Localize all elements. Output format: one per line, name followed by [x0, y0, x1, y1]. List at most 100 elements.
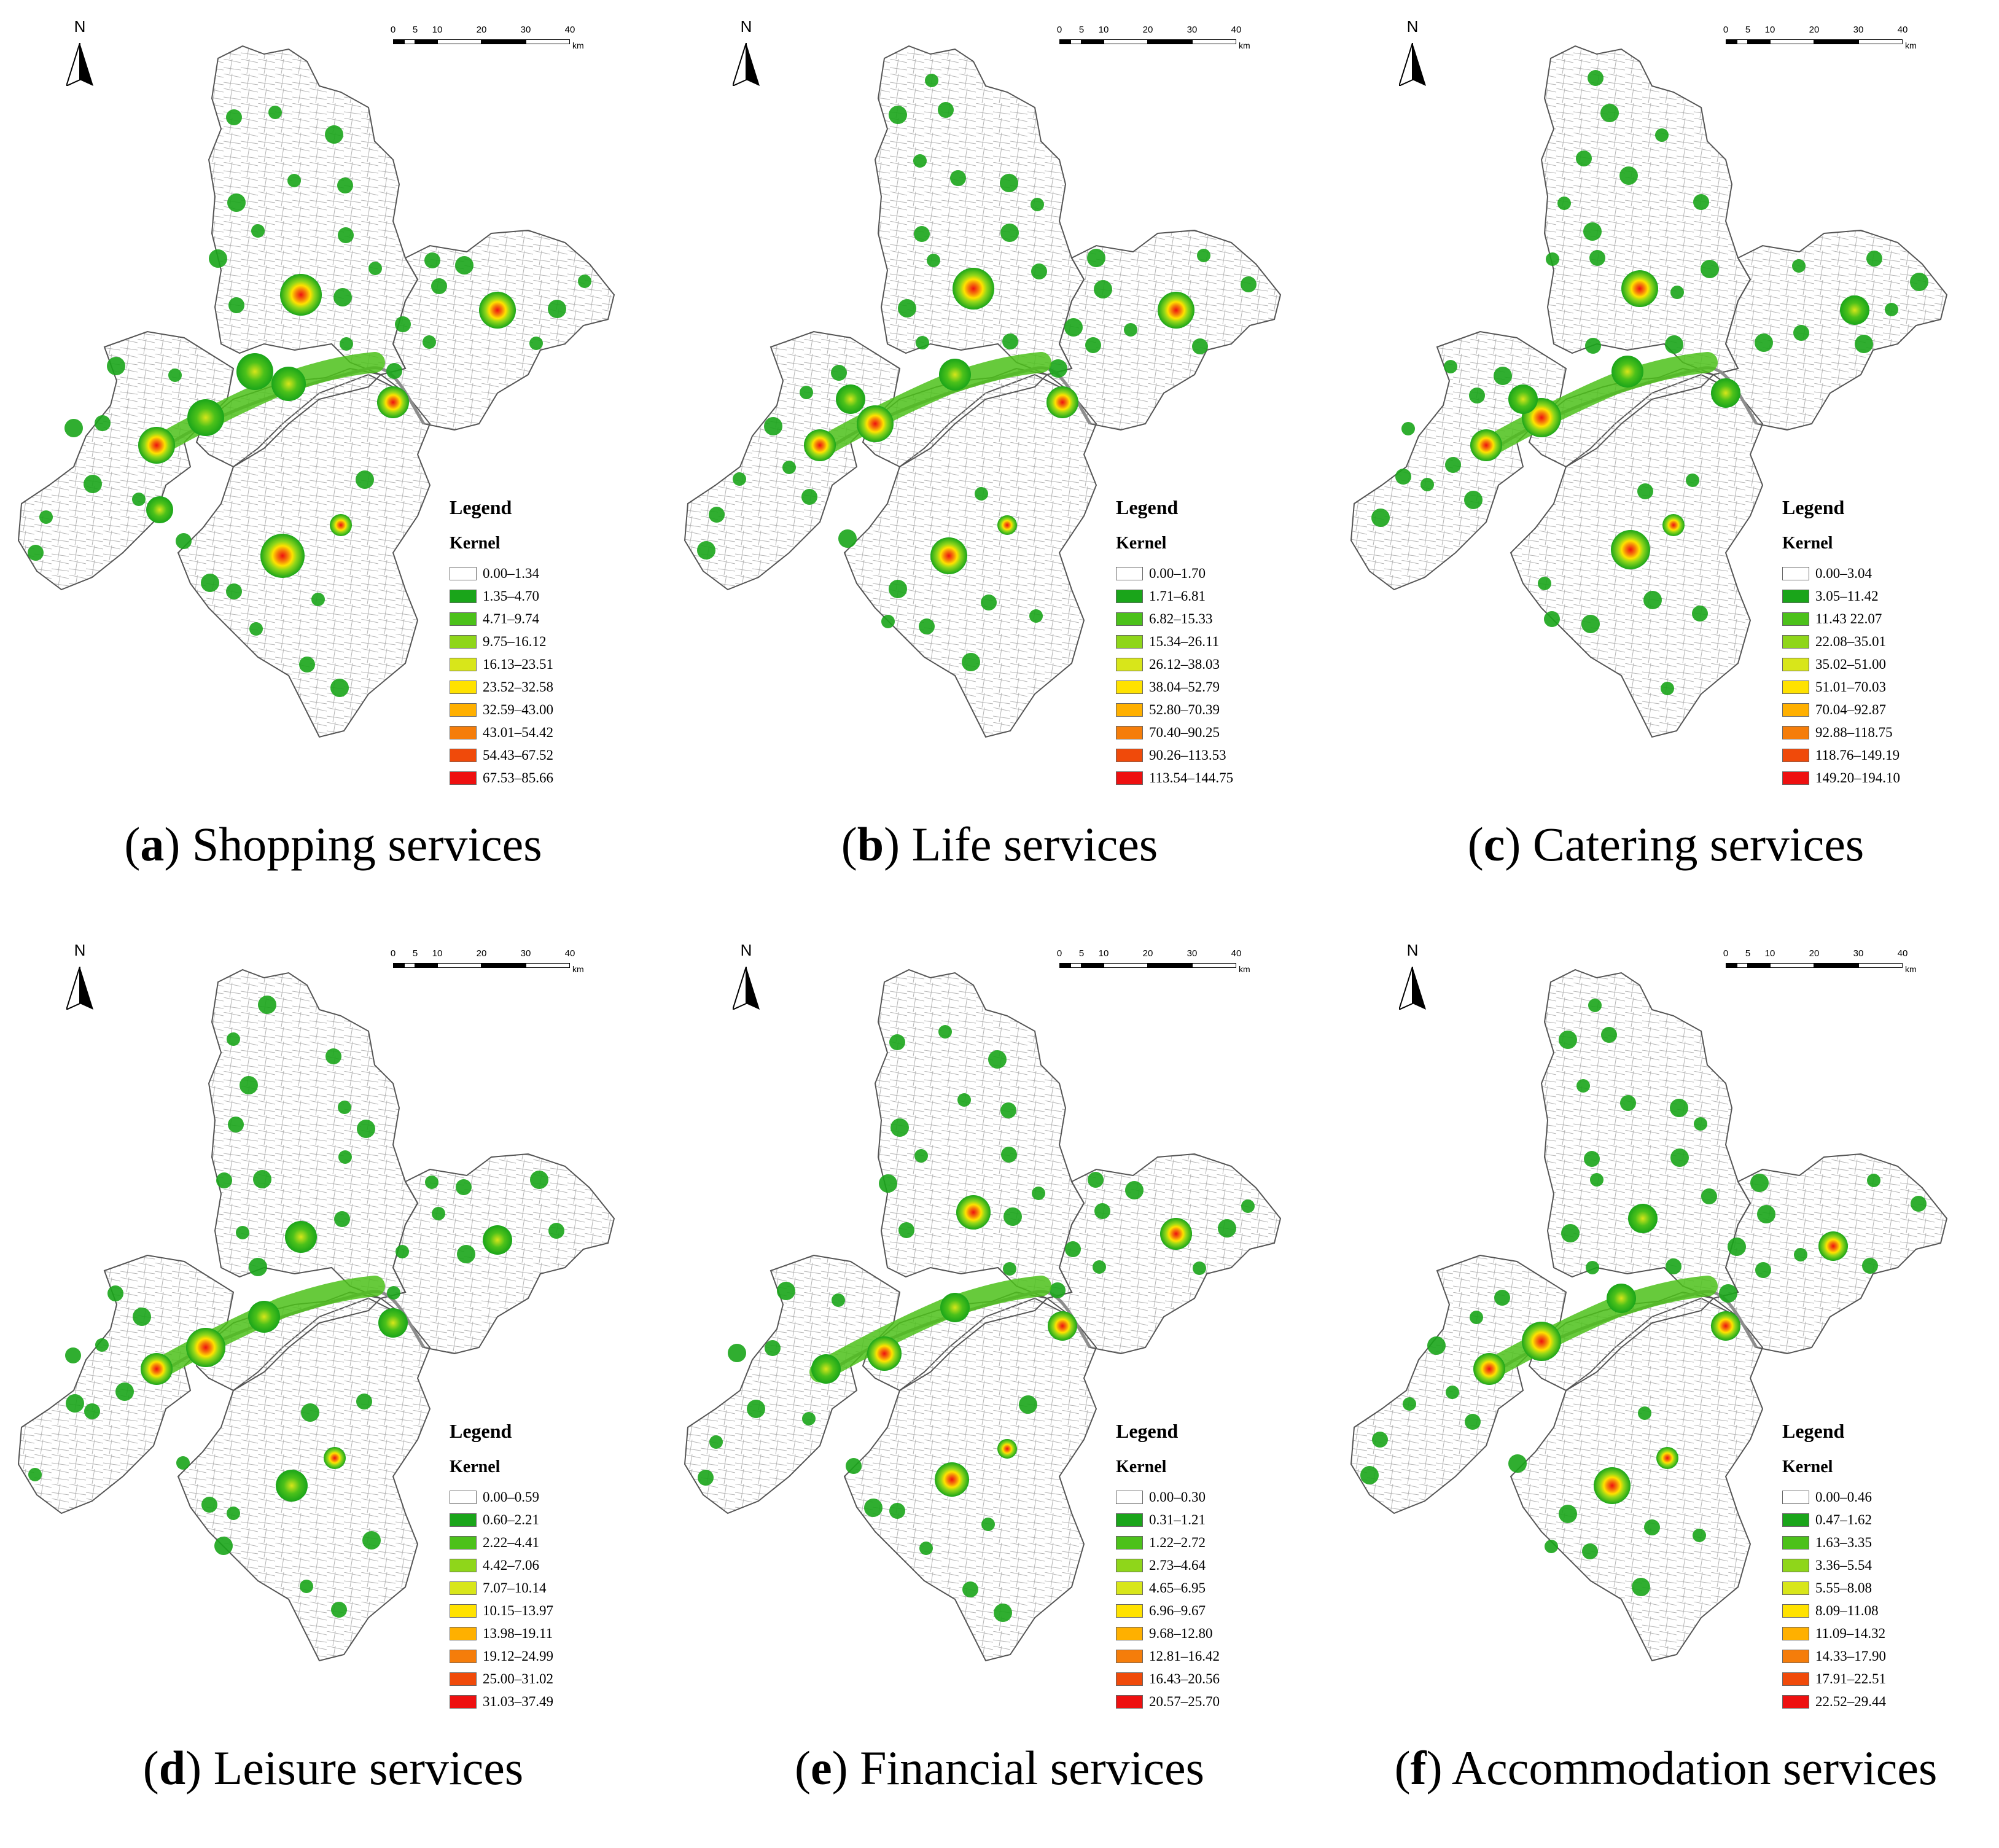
density-cluster: [836, 384, 865, 414]
legend-class-label: 4.65–6.95: [1149, 1580, 1206, 1596]
density-dot: [1910, 273, 1928, 291]
density-dot: [338, 1150, 352, 1164]
density-dot: [1561, 1224, 1580, 1242]
density-dot: [1686, 474, 1699, 487]
density-dot: [1360, 1466, 1379, 1484]
density-dot: [1420, 478, 1434, 491]
hotspot-layer: [1360, 999, 1927, 1596]
legend-swatch: [1116, 1581, 1143, 1595]
north-district: [874, 969, 1085, 1300]
legend-class-4: 16.13–23.51: [450, 653, 652, 676]
scale-bar: 0 5 10 20 30 40 km: [391, 948, 614, 985]
legend-swatch: [1782, 748, 1809, 762]
legend-subtitle: Kernel: [1782, 534, 1833, 553]
density-dot: [287, 174, 301, 187]
density-cluster: [1711, 378, 1740, 408]
density-dot: [338, 1101, 351, 1114]
legend-class-7: 19.12–24.99: [450, 1645, 652, 1667]
panel-title: Accommodation services: [1451, 1741, 1938, 1795]
density-dot: [258, 996, 276, 1014]
density-dot: [1427, 1336, 1446, 1355]
scale-segment: [1104, 39, 1148, 44]
density-dot: [1464, 491, 1483, 509]
legend-class-6: 11.09–14.32: [1782, 1622, 1985, 1645]
legend-class-1: 1.71–6.81: [1116, 585, 1319, 607]
map-panel-c: N 0 5 10 20 30 40 km Legend Kernel 0.00–…: [1333, 0, 1999, 924]
density-dot: [107, 1285, 123, 1301]
density-dot: [330, 679, 349, 697]
scale-segment: [1070, 963, 1081, 968]
density-dot: [338, 227, 354, 243]
legend-class-label: 11.43 22.07: [1815, 610, 1882, 626]
scale-tick-30: 30: [1853, 25, 1864, 35]
legend-swatch: [1782, 1558, 1809, 1572]
legend-swatch: [1782, 1513, 1809, 1527]
kernel-density-map: [684, 969, 1282, 1662]
legend-class-6: 32.59–43.00: [450, 698, 652, 721]
legend-class-label: 0.00–1.70: [1149, 565, 1206, 581]
scale-bar: 0 5 10 20 30 40 km: [391, 25, 614, 61]
scale-segment: [1737, 963, 1748, 968]
density-dot: [1632, 1578, 1650, 1596]
legend-class-label: 12.81–16.42: [1149, 1648, 1220, 1664]
density-dot: [249, 622, 263, 636]
scale-segment: [1059, 963, 1070, 968]
scale-tick-10: 10: [1098, 25, 1109, 35]
scale-tick-20: 20: [476, 948, 487, 959]
density-cluster: [146, 496, 173, 523]
north-label: N: [74, 17, 86, 36]
scale-tick-10: 10: [432, 25, 443, 35]
density-dot: [84, 1403, 100, 1419]
density-dot: [988, 1050, 1007, 1069]
legend: Legend Kernel 0.00–0.30 0.31–1.21 1.22–2.7…: [1116, 1420, 1319, 1713]
density-dot: [457, 1245, 475, 1263]
legend-class-label: 8.09–11.08: [1815, 1602, 1879, 1618]
scale-unit: km: [1905, 964, 1917, 974]
scale-segment: [1814, 963, 1858, 968]
density-dot: [1019, 1395, 1037, 1414]
north-arrow-icon: [66, 967, 93, 1010]
legend-swatch: [450, 771, 477, 785]
legend-swatch: [1782, 1694, 1809, 1709]
legend-class-label: 3.36–5.54: [1815, 1557, 1872, 1573]
density-cluster: [271, 367, 306, 401]
density-dot: [1371, 509, 1390, 527]
density-dot: [228, 297, 244, 313]
density-cluster: [483, 1225, 512, 1255]
density-dot: [240, 1076, 258, 1094]
density-dot: [95, 1338, 109, 1352]
north-district: [1540, 45, 1752, 376]
density-dot: [1583, 222, 1602, 241]
density-dot: [1666, 1258, 1681, 1274]
legend-class-label: 14.33–17.90: [1815, 1648, 1886, 1664]
density-hotspot: [997, 1439, 1017, 1459]
panel-letter: a: [140, 817, 165, 871]
legend-class-2: 11.43 22.07: [1782, 607, 1985, 630]
density-dot: [1087, 249, 1105, 267]
legend-swatch: [1116, 1535, 1143, 1550]
density-dot: [1701, 1188, 1717, 1204]
legend-swatch: [450, 1513, 477, 1527]
density-dot: [1401, 422, 1415, 435]
scale-segment: [1858, 39, 1903, 44]
density-dot: [1372, 1432, 1388, 1448]
legend-swatch: [450, 657, 477, 671]
legend-swatch: [450, 1649, 477, 1663]
legend-swatch: [1782, 1535, 1809, 1550]
legend-swatch: [1782, 771, 1809, 785]
density-dot: [107, 357, 125, 375]
legend: Legend Kernel 0.00–1.34 1.35–4.70 4.71–9.7…: [450, 496, 652, 789]
legend-class-2: 2.22–4.41: [450, 1531, 652, 1554]
density-dot: [1538, 577, 1551, 590]
legend-swatch: [1116, 1672, 1143, 1686]
density-dot: [1694, 1117, 1707, 1131]
density-dot: [709, 1435, 723, 1449]
density-dot: [1546, 252, 1559, 266]
density-dot: [950, 170, 966, 186]
density-dot: [1241, 1199, 1255, 1213]
density-dot: [1665, 335, 1683, 354]
density-dot: [697, 541, 715, 559]
panel-title: Shopping services: [192, 817, 542, 871]
scale-tick-40: 40: [1897, 25, 1908, 35]
density-dot: [1465, 1414, 1481, 1430]
